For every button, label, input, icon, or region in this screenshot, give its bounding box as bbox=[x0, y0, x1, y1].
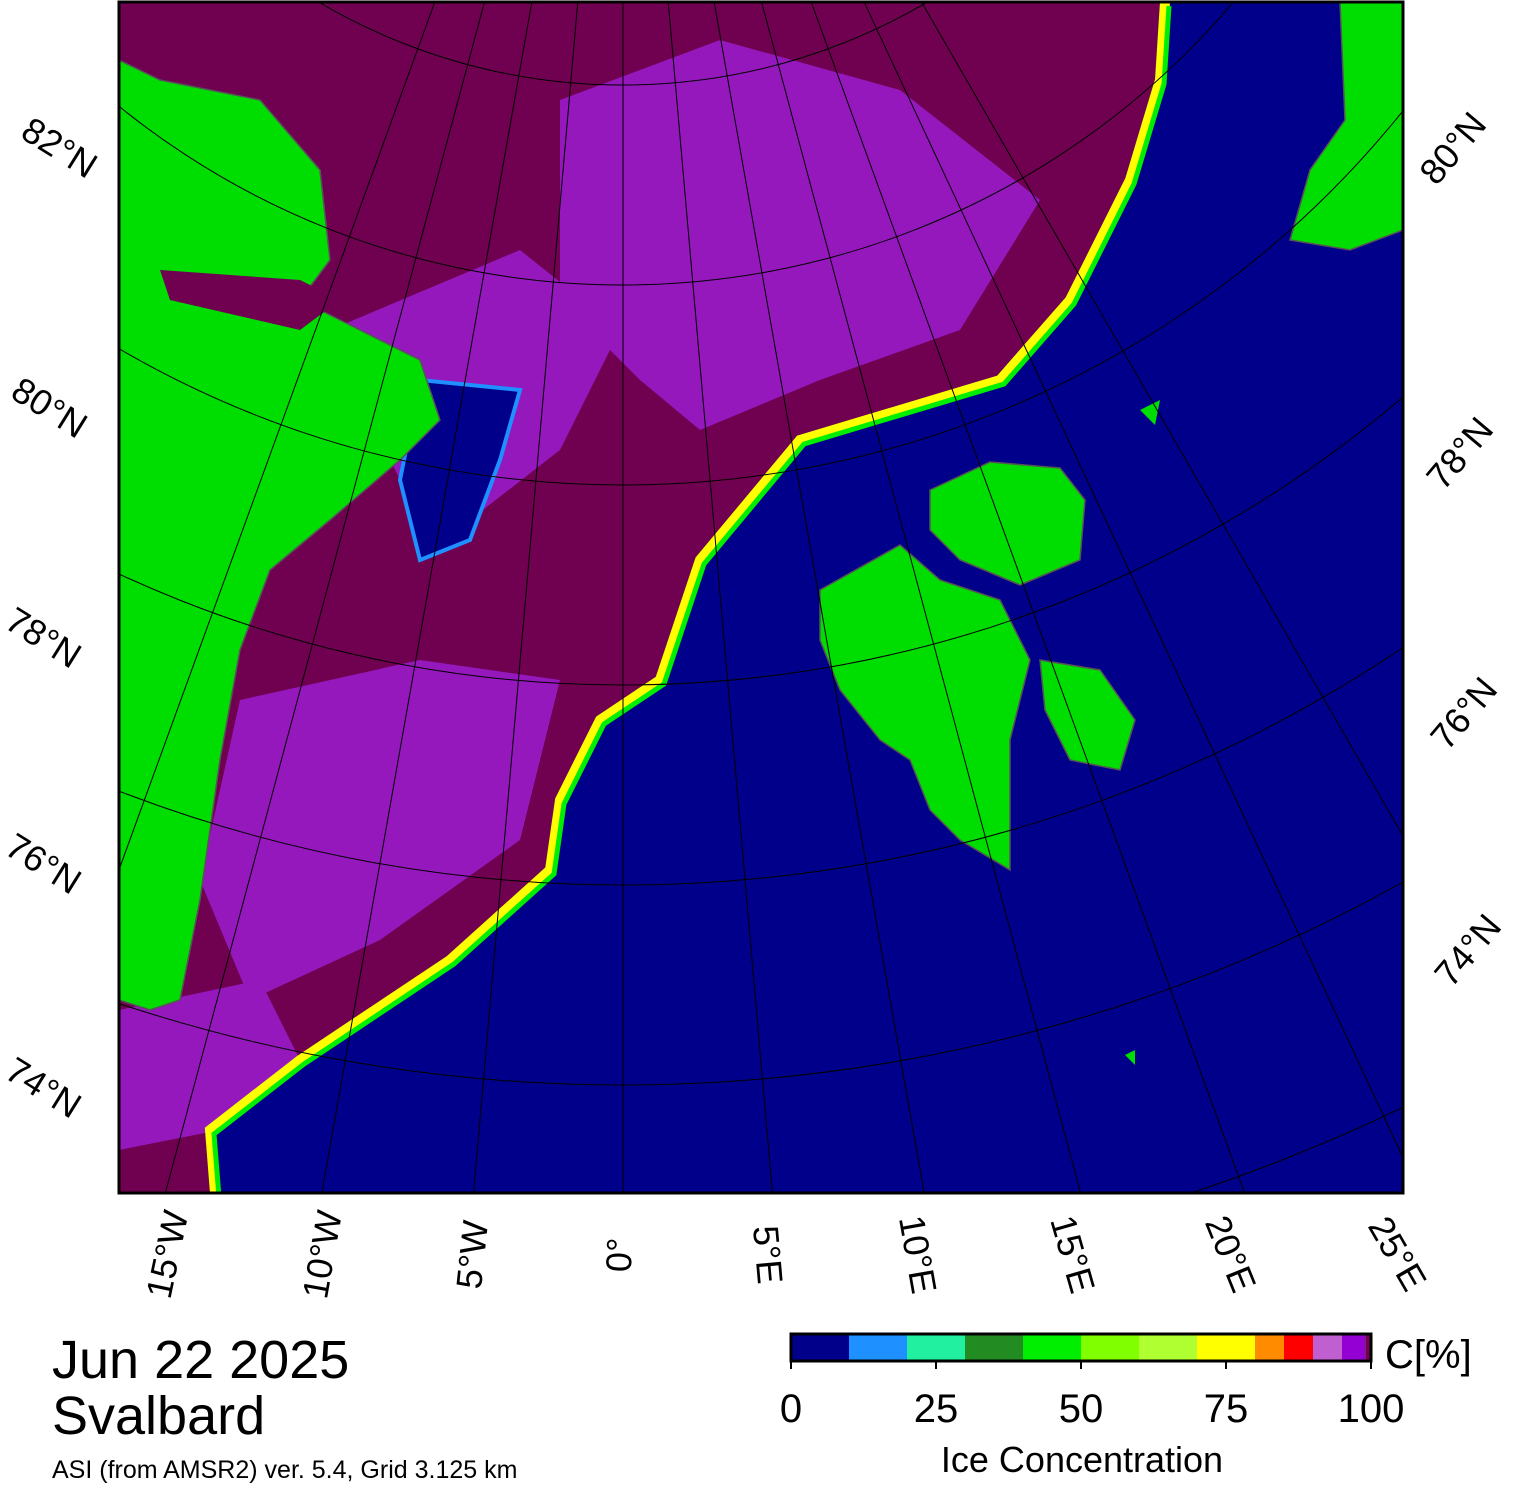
meridian bbox=[119, 2, 436, 872]
meridian bbox=[863, 2, 1403, 1159]
fjord bbox=[160, 270, 340, 330]
meridian bbox=[164, 2, 485, 1193]
colorbar: 0 25 50 75 100 bbox=[780, 1332, 1405, 1431]
date: Jun 22 2025 bbox=[52, 1330, 349, 1390]
nordaustlandet bbox=[929, 461, 1086, 586]
colorbar-segment bbox=[1342, 1334, 1366, 1361]
source: ASI (from AMSR2) ver. 5.4, Grid 3.125 km bbox=[52, 1456, 517, 1484]
map-frame bbox=[117, 0, 1405, 1195]
meridian bbox=[761, 2, 1082, 1193]
colorbar-segment bbox=[1284, 1334, 1313, 1361]
colorbar-label: Ice Concentration bbox=[941, 1439, 1223, 1480]
open-water bbox=[210, 2, 1403, 1193]
meridian bbox=[713, 2, 925, 1193]
colorbar-segment bbox=[965, 1334, 1023, 1361]
longitude-label: 5°E bbox=[745, 1224, 791, 1286]
latitude-label: 78°N bbox=[1418, 409, 1501, 497]
latitude-label: 74°N bbox=[1426, 906, 1509, 994]
colorbar-segment bbox=[1023, 1334, 1081, 1361]
latitude-label: 80°N bbox=[1411, 104, 1494, 192]
colorbar-tick-label: 75 bbox=[1204, 1387, 1249, 1431]
franz-josef-land bbox=[1289, 2, 1403, 251]
colorbar-segment bbox=[1365, 1334, 1371, 1361]
colorbar-segment bbox=[849, 1334, 907, 1361]
edgeoya bbox=[1039, 659, 1136, 771]
colorbar-segment bbox=[1081, 1334, 1139, 1361]
latitude-label: 76°N bbox=[1422, 669, 1505, 757]
colorbar-segment bbox=[1139, 1334, 1197, 1361]
latitude-label: 80°N bbox=[5, 369, 95, 446]
colorbar-segment bbox=[1255, 1334, 1284, 1361]
ice-edge-inner bbox=[211, 5, 1172, 1193]
longitude-label: 20°E bbox=[1197, 1210, 1264, 1298]
longitude-label: 25°E bbox=[1360, 1209, 1435, 1297]
latitude-label: 76°N bbox=[0, 825, 89, 902]
colorbar-tick-label: 25 bbox=[914, 1387, 959, 1431]
meridian bbox=[667, 2, 773, 1193]
region: Svalbard bbox=[52, 1386, 265, 1446]
colorbar-segment bbox=[907, 1334, 965, 1361]
longitude-label: 0° bbox=[598, 1237, 640, 1273]
colorbar-tick-label: 100 bbox=[1338, 1387, 1405, 1431]
longitude-label: 5°W bbox=[448, 1219, 496, 1291]
latitude-label: 78°N bbox=[0, 599, 89, 676]
colorbar-tick-label: 50 bbox=[1059, 1387, 1104, 1431]
meridian bbox=[321, 2, 533, 1193]
meridian bbox=[920, 2, 1403, 837]
longitude-label: 15°W bbox=[138, 1207, 196, 1302]
colorbar-unit: C[%] bbox=[1385, 1333, 1472, 1377]
spitsbergen bbox=[819, 544, 1031, 872]
colorbar-segment bbox=[1197, 1334, 1255, 1361]
colorbar-tick-label: 0 bbox=[780, 1387, 802, 1431]
longitude-label: 10°E bbox=[891, 1212, 945, 1296]
longitude-label: 15°E bbox=[1042, 1211, 1103, 1298]
ice-edge bbox=[204, 2, 1170, 1193]
colorbar-segment bbox=[791, 1334, 849, 1361]
longitude-label: 10°W bbox=[294, 1207, 350, 1301]
latitude-label: 82°N bbox=[15, 109, 105, 186]
colorbar-segment bbox=[1313, 1334, 1342, 1361]
meridian bbox=[473, 2, 579, 1193]
meridian bbox=[810, 2, 1246, 1193]
bjornoya bbox=[1125, 1050, 1135, 1065]
latitude-label: 74°N bbox=[0, 1049, 89, 1126]
